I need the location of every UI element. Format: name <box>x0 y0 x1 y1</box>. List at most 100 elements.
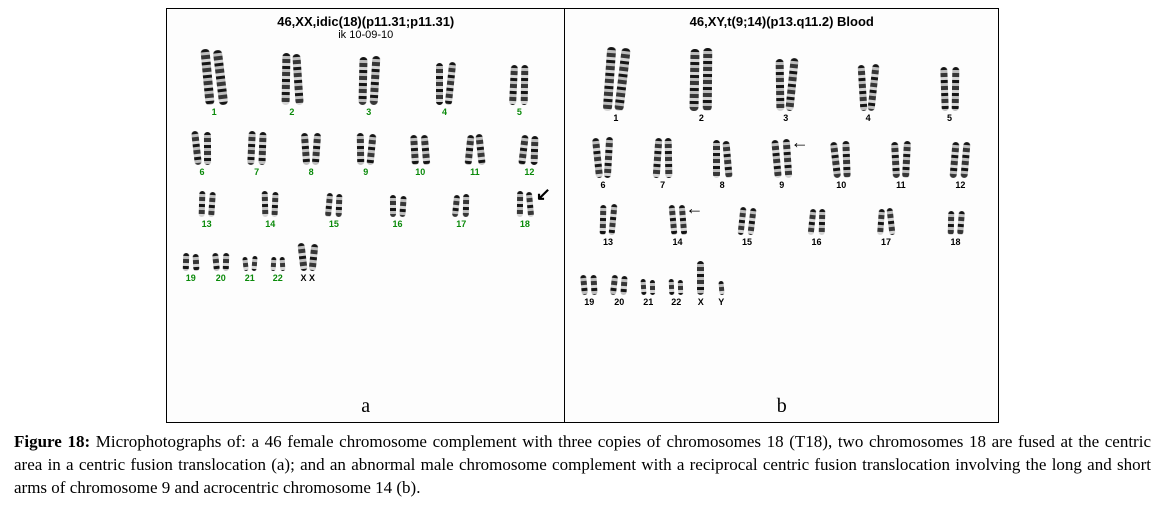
chromosome-glyph <box>301 133 310 165</box>
chromosome-glyph <box>713 140 720 178</box>
chromosome-glyph <box>251 256 257 271</box>
chromosome-pair <box>411 135 429 165</box>
chromosome-14: 14 <box>262 191 278 229</box>
chromosome-glyph <box>191 131 202 166</box>
chromosome-pair <box>302 133 320 165</box>
chromosome-18: 18 <box>948 211 964 247</box>
chromosome-label: 18 <box>520 219 530 229</box>
chromosome-X: X <box>697 261 704 307</box>
chromosome-pair <box>390 195 406 217</box>
chromosome-7: 7 <box>248 131 266 177</box>
chromosome-glyph <box>463 194 469 217</box>
chromosome-pair <box>359 56 379 105</box>
chromosome-glyph <box>421 135 431 165</box>
chromosome-18: 18↙ <box>517 191 533 229</box>
chromosome-label: X X <box>300 273 315 283</box>
chromosome-pair <box>859 64 877 111</box>
chromosome-9: 9 <box>357 133 375 177</box>
chromosome-12: 12 <box>520 135 538 177</box>
chromosome-glyph <box>213 50 228 106</box>
chromosome-glyph <box>369 56 380 105</box>
chromosome-Y: Y <box>718 281 724 307</box>
chromosome-glyph <box>212 253 220 272</box>
chromosome-glyph <box>222 253 229 271</box>
chromosome-glyph <box>951 67 959 111</box>
chromosome-pair <box>282 53 302 105</box>
chromosome-label: 4 <box>442 107 447 117</box>
chromosome-glyph <box>664 138 672 178</box>
chromosome-label: 13 <box>603 237 613 247</box>
chromosome-pair <box>357 133 375 165</box>
chromosome-15: 15 <box>739 207 755 247</box>
chromosome-label: 3 <box>366 107 371 117</box>
chromosome-label: 22 <box>273 273 283 283</box>
chromosome-label: Y <box>718 297 724 307</box>
chromosome-pair <box>809 209 825 235</box>
chromosome-label: 11 <box>470 167 480 177</box>
chromosome-glyph <box>521 65 529 105</box>
chromosome-glyph <box>270 257 276 271</box>
chromosome-19: 19 <box>183 253 199 283</box>
chromosome-glyph <box>621 276 628 295</box>
chromosome-glyph <box>697 261 704 295</box>
panel-a-title: 46,XX,idic(18)(p11.31;p11.31) <box>175 15 557 29</box>
chromosome-glyph <box>204 132 211 165</box>
chromosome-pair <box>299 243 317 271</box>
chromosome-pair <box>183 253 199 271</box>
chromosome-label: 2 <box>699 113 704 123</box>
chromosome-pair <box>193 131 211 165</box>
chromosome-glyph <box>614 48 631 112</box>
chromosome-6: 6 <box>594 137 612 190</box>
chromosome-pair <box>832 141 850 178</box>
chromosome-14: 14← <box>670 205 686 247</box>
panel-a-subtitle: ik 10-09-10 <box>175 29 557 41</box>
chromosome-label: 22 <box>671 297 681 307</box>
chromosome-glyph <box>281 53 290 105</box>
chromosome-glyph <box>738 207 747 235</box>
chromosome-glyph <box>877 209 885 235</box>
chromosome-glyph <box>356 133 364 165</box>
chromosome-label: 6 <box>200 167 205 177</box>
chromosome-7: 7 <box>654 138 672 190</box>
chromosome-pair <box>878 208 894 235</box>
chromosome-label: 15 <box>742 237 752 247</box>
chromosome-1: 1 <box>605 47 627 123</box>
chromosome-glyph <box>591 275 598 295</box>
chromosome-glyph <box>609 204 618 235</box>
chromosome-glyph <box>262 191 269 217</box>
annotation-arrow-icon: ← <box>791 133 809 151</box>
chromosome-glyph <box>775 59 784 111</box>
chromosome-glyph <box>182 253 189 271</box>
chromosome-glyph <box>747 208 756 236</box>
chromosome-11: 11 <box>466 134 484 177</box>
chromosome-glyph <box>947 211 954 235</box>
chromosome-13: 13 <box>600 204 616 247</box>
chromosome-label: 12 <box>524 167 534 177</box>
chromosome-label: 9 <box>363 167 368 177</box>
chromosome-9: 9← <box>773 139 791 190</box>
karyogram-row: 6789←101112 <box>573 137 990 190</box>
chromosome-pair <box>713 140 731 178</box>
chromosome-pair <box>670 205 686 235</box>
chromosome-8: 8 <box>302 133 320 177</box>
chromosome-label: 14 <box>672 237 682 247</box>
chromosome-label: 12 <box>955 180 965 190</box>
chromosome-6: 6 <box>193 131 211 177</box>
panel-b: 46,XY,t(9;14)(p13.q11.2) Blood 123456789… <box>564 8 999 423</box>
chromosome-pair <box>262 191 278 217</box>
chromosome-label: 5 <box>947 113 952 123</box>
chromosome-pair <box>654 138 672 178</box>
chromosome-pair <box>600 204 616 235</box>
chromosome-pair <box>948 211 964 235</box>
panel-a: 46,XX,idic(18)(p11.31;p11.31) ik 10-09-1… <box>166 8 566 423</box>
chromosome-glyph <box>650 280 655 295</box>
chromosome-label: 19 <box>186 273 196 283</box>
chromosome-15: 15 <box>326 193 342 229</box>
chromosome-glyph <box>830 142 841 179</box>
figure-caption: Figure 18: Microphotographs of: a 46 fem… <box>12 431 1153 500</box>
chromosome-glyph <box>358 57 367 105</box>
chromosome-pair <box>669 279 683 295</box>
chromosome-glyph <box>604 137 613 178</box>
chromosome-19: 19 <box>581 275 597 307</box>
figure-container: 46,XX,idic(18)(p11.31;p11.31) ik 10-09-1… <box>12 8 1153 423</box>
